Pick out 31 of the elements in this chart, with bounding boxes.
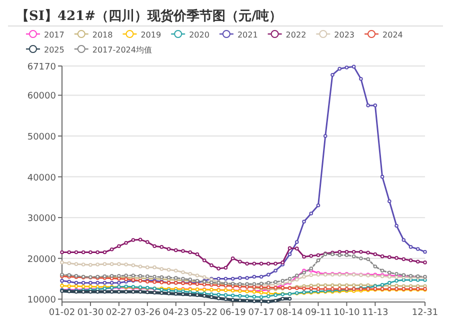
y-tick-label: 40000 xyxy=(27,173,56,184)
x-tick-label: 10-10 xyxy=(334,308,360,318)
x-tick-label: 09-11 xyxy=(305,308,332,318)
legend-label: 2025 xyxy=(44,46,64,54)
x-tick-label: 01-02 xyxy=(48,308,76,318)
y-tick-label: 30000 xyxy=(27,214,56,224)
x-tick-label: 05-22 xyxy=(191,308,218,318)
x-tick-label: 02-27 xyxy=(106,308,132,318)
legend-label: 2017-2024均值 xyxy=(92,46,152,54)
y-tick-label: 67170 xyxy=(27,62,56,72)
legend-label: 2017 xyxy=(44,30,64,40)
legend-label: 2021 xyxy=(237,30,258,40)
legend-label: 2018 xyxy=(92,30,113,40)
chart-title: 【SI】421#（四川）现货价季节图（元/吨） xyxy=(16,8,282,24)
x-tick-label: 07-17 xyxy=(248,308,274,318)
y-tick-label: 60000 xyxy=(27,92,56,102)
x-tick-label: 03-26 xyxy=(134,308,161,318)
legend-label: 2022 xyxy=(286,30,306,40)
y-tick-label: 20000 xyxy=(27,254,56,265)
legend-label: 2019 xyxy=(140,30,162,40)
legend-label: 2020 xyxy=(189,30,210,40)
x-tick-label: 12-31 xyxy=(412,308,438,318)
y-tick-label: 10000 xyxy=(27,296,56,306)
y-tick-label: 50000 xyxy=(27,132,56,143)
x-tick-label: 11-13 xyxy=(362,308,388,318)
x-tick-label: 04-23 xyxy=(162,308,189,318)
x-tick-label: 08-14 xyxy=(276,308,304,318)
legend-label: 2024 xyxy=(382,30,403,40)
x-tick-label: 06-19 xyxy=(220,308,246,318)
x-tick-label: 01-30 xyxy=(77,308,104,318)
legend-label: 2023 xyxy=(334,30,355,40)
